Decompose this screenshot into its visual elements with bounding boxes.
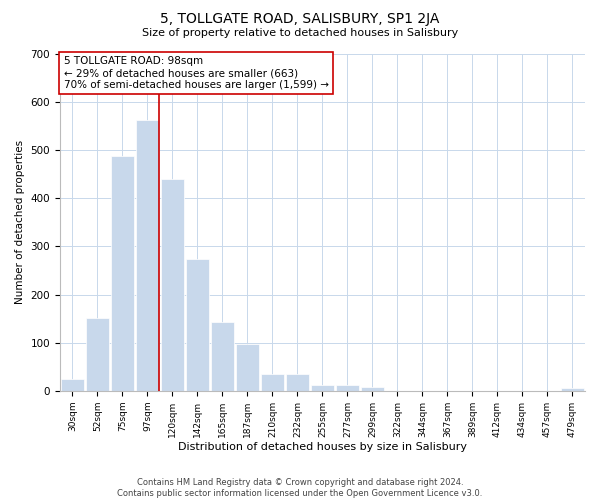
Text: 5, TOLLGATE ROAD, SALISBURY, SP1 2JA: 5, TOLLGATE ROAD, SALISBURY, SP1 2JA — [160, 12, 440, 26]
Text: 5 TOLLGATE ROAD: 98sqm
← 29% of detached houses are smaller (663)
70% of semi-de: 5 TOLLGATE ROAD: 98sqm ← 29% of detached… — [64, 56, 329, 90]
Bar — [86, 318, 109, 391]
Bar — [311, 384, 334, 391]
Bar — [136, 120, 158, 391]
Text: Contains HM Land Registry data © Crown copyright and database right 2024.
Contai: Contains HM Land Registry data © Crown c… — [118, 478, 482, 498]
Bar — [61, 379, 83, 391]
Bar — [336, 385, 359, 391]
Bar — [286, 374, 308, 391]
Text: Size of property relative to detached houses in Salisbury: Size of property relative to detached ho… — [142, 28, 458, 38]
Bar — [261, 374, 284, 391]
X-axis label: Distribution of detached houses by size in Salisbury: Distribution of detached houses by size … — [178, 442, 467, 452]
Bar — [361, 388, 384, 391]
Bar — [211, 322, 233, 391]
Bar — [111, 156, 134, 391]
Bar — [236, 344, 259, 391]
Bar — [161, 178, 184, 391]
Bar — [561, 388, 584, 391]
Bar — [186, 260, 209, 391]
Y-axis label: Number of detached properties: Number of detached properties — [15, 140, 25, 304]
